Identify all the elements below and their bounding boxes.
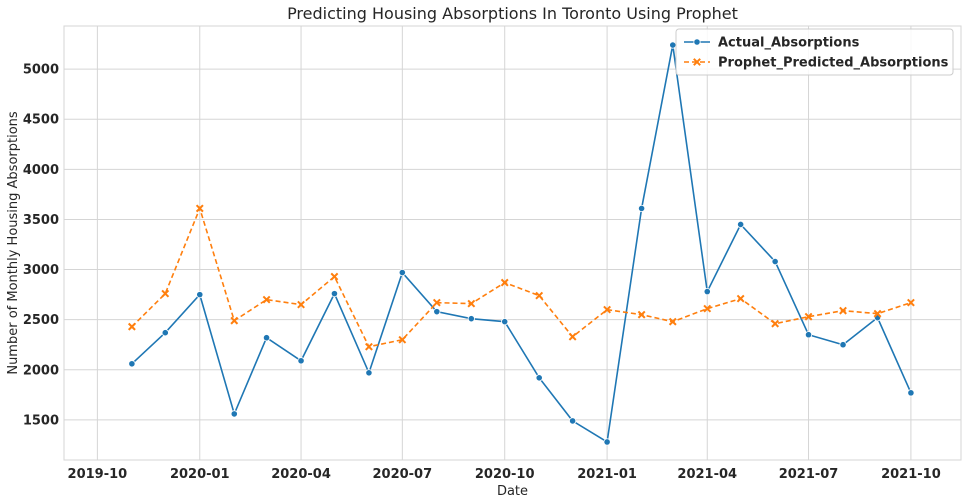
data-point	[398, 335, 407, 344]
data-point	[669, 41, 677, 49]
series-Prophet_Predicted_Absorptions	[127, 204, 915, 351]
legend-marker-Prophet_Predicted_Absorptions	[693, 58, 701, 66]
x-tick-label: 2019-10	[68, 467, 128, 482]
x-tick-label: 2020-07	[372, 467, 432, 482]
series-line-Prophet_Predicted_Absorptions	[131, 206, 912, 348]
chart-title: Predicting Housing Absorptions In Toront…	[287, 4, 738, 23]
y-tick-label: 2500	[23, 313, 59, 328]
legend-label: Actual_Absorptions	[718, 36, 860, 51]
data-point	[196, 291, 204, 299]
data-point	[501, 318, 509, 326]
data-point	[804, 312, 813, 321]
data-point	[230, 410, 238, 418]
data-point	[771, 319, 780, 328]
plot-area	[64, 26, 961, 460]
data-point	[161, 329, 169, 337]
x-tick-label: 2020-10	[475, 467, 535, 482]
data-point	[637, 310, 646, 319]
data-point	[500, 278, 509, 287]
data-point	[873, 309, 882, 318]
data-point	[907, 298, 915, 307]
x-axis-label: Date	[497, 484, 528, 499]
data-point	[535, 291, 544, 300]
data-point	[433, 308, 441, 316]
y-tick-label: 4000	[23, 163, 59, 178]
data-point	[195, 204, 204, 213]
data-point	[839, 306, 847, 315]
data-point	[365, 342, 373, 351]
x-tick-label: 2021-04	[677, 467, 737, 482]
data-point	[603, 438, 611, 446]
x-tick-label: 2021-01	[577, 467, 637, 482]
data-point	[907, 389, 915, 397]
y-tick-label: 5000	[23, 63, 59, 78]
data-point	[603, 305, 612, 314]
series-line-Actual_Absorptions	[131, 44, 912, 444]
data-point	[668, 317, 677, 326]
tick-labels: 1500 2000 2500 3000 3500 4000 4500 5000 2019-10 2…	[23, 63, 941, 482]
y-tick-label: 3500	[23, 213, 59, 228]
data-point	[330, 290, 339, 298]
plot-frame	[63, 25, 962, 461]
y-axis-label: Number of Monthly Housing Absorptions	[6, 111, 21, 375]
data-point	[297, 357, 305, 365]
data-point	[365, 369, 373, 377]
data-point	[839, 341, 847, 349]
data-point	[230, 316, 239, 325]
data-point	[703, 288, 711, 296]
y-tick-label: 1500	[23, 413, 59, 428]
legend-box	[675, 28, 954, 76]
data-point	[703, 304, 712, 313]
data-point	[297, 300, 305, 309]
legend-label: Prophet_Predicted_Absorptions	[718, 56, 949, 71]
x-tick-label: 2020-04	[271, 467, 331, 482]
data-point	[128, 360, 136, 368]
y-tick-label: 4500	[23, 113, 59, 128]
data-point	[161, 289, 170, 298]
grid	[63, 25, 962, 461]
data-point	[398, 268, 406, 277]
legend-marker-Actual_Absorptions	[693, 38, 701, 46]
x-tick-label: 2021-10	[881, 467, 941, 482]
series	[127, 41, 915, 446]
data-point	[467, 315, 475, 323]
data-point	[771, 257, 779, 266]
data-point	[568, 417, 577, 425]
data-point	[736, 294, 745, 303]
legend: Actual_Absorptions Prophet_Predicted_Abso…	[675, 28, 954, 76]
data-point	[637, 204, 646, 213]
x-tick-label: 2021-07	[779, 467, 839, 482]
data-point	[804, 331, 813, 339]
data-point	[467, 299, 476, 308]
data-point	[568, 332, 577, 341]
series-Actual_Absorptions	[128, 41, 915, 446]
data-point	[127, 322, 136, 331]
data-point	[262, 334, 271, 342]
y-tick-label: 3000	[23, 263, 59, 278]
data-point	[535, 374, 543, 382]
data-point	[737, 220, 745, 229]
x-tick-label: 2020-01	[170, 467, 230, 482]
data-point	[330, 272, 339, 281]
data-point	[432, 298, 441, 307]
data-point	[262, 295, 271, 304]
y-tick-label: 2000	[23, 363, 59, 378]
